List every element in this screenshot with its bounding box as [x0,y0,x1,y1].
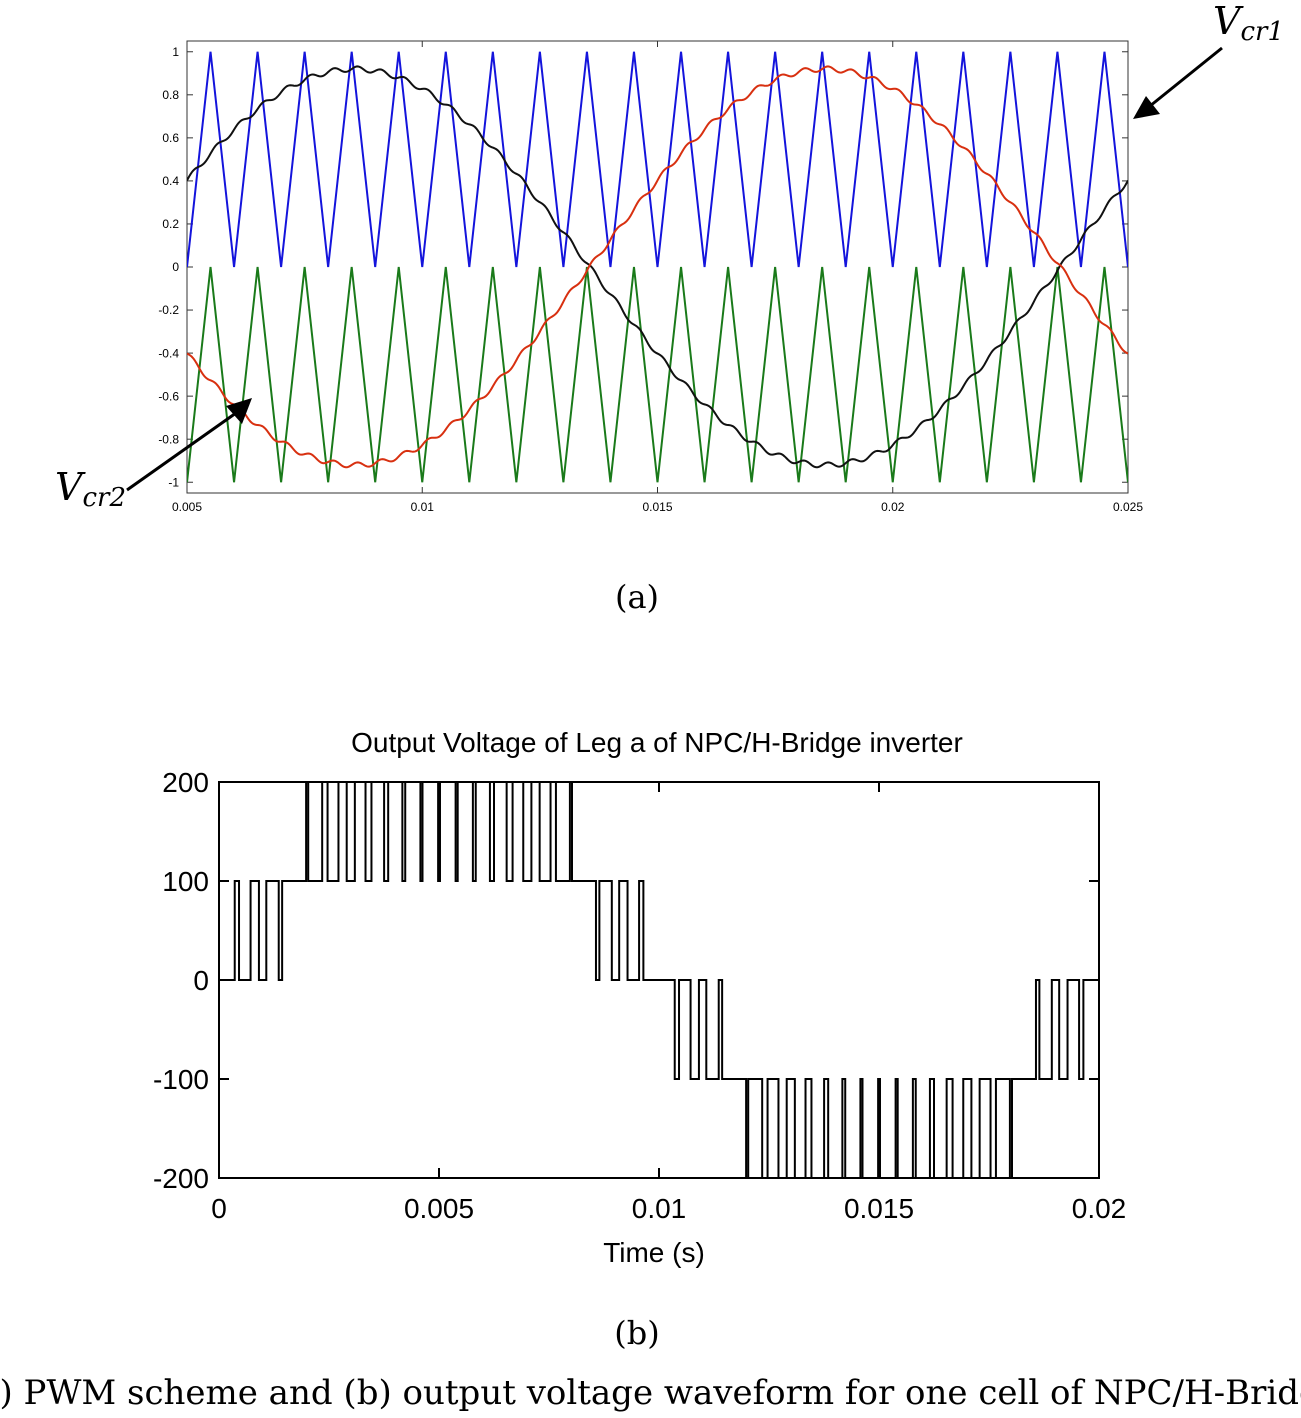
x-tick-labels-b: 0 0.005 0.01 0.015 0.02 [211,1193,1126,1224]
figure-caption: a) PWM scheme and (b) output voltage wav… [0,1373,1301,1413]
vcr2-arrow-head [226,398,252,424]
y-tick-label: 0 [193,965,209,996]
x-tick-label: 0.025 [1113,500,1143,514]
y-tick-label: 0.8 [162,88,179,102]
y-tick-labels-a: 1 0.8 0.6 0.4 0.2 0 -0.2 -0.4 -0.6 -0.8 -1 [158,45,179,489]
chart-b-title: Output Voltage of Leg a of NPC/H-Bridge … [351,727,963,758]
axis-ticks-a [186,41,1129,493]
y-tick-label: 0 [172,260,179,274]
x-tick-label: 0.02 [1072,1193,1127,1224]
chart-pwm-scheme: 0.005 0.01 0.015 0.02 0.025 1 0.8 0.6 0.4 0.2 0 -0… [158,40,1143,514]
y-tick-label: -1 [168,475,179,489]
y-tick-labels-b: 200 100 0 -100 -200 [153,767,209,1194]
chart-output-voltage: Output Voltage of Leg a of NPC/H-Bridge … [153,727,1126,1268]
series-line [187,65,1128,469]
y-tick-label: 100 [162,866,209,897]
vcr1-label: Vcr1 [1213,0,1284,47]
annotation-vcr2: Vcr2 [55,398,252,513]
series-layer-b [219,782,1099,1178]
vcr2-arrow-line [126,411,237,492]
vcr1-arrow-line [1149,46,1223,108]
x-tick-label: 0 [211,1193,227,1224]
y-tick-label: -0.4 [158,346,179,360]
y-tick-label: -0.6 [158,389,179,403]
y-tick-label: 1 [172,45,179,59]
y-tick-label: -0.2 [158,303,179,317]
panel-b-label: (b) [614,1314,659,1352]
chart-b-xlabel: Time (s) [603,1237,705,1268]
x-tick-label: 0.01 [632,1193,687,1224]
y-tick-label: 0.6 [162,131,179,145]
y-tick-label: 200 [162,767,209,798]
x-tick-label: 0.02 [881,500,905,514]
series-line [187,65,1128,469]
x-tick-label: 0.01 [411,500,435,514]
x-tick-label: 0.005 [172,500,202,514]
x-tick-labels-a: 0.005 0.01 0.015 0.02 0.025 [172,500,1143,514]
x-tick-label: 0.005 [404,1193,474,1224]
series-line [219,782,1099,1178]
series-layer-a [187,51,1128,483]
vcr1-arrow-head [1133,96,1160,119]
x-tick-label: 0.015 [642,500,672,514]
series-line [187,51,1128,268]
panel-a-label: (a) [615,578,659,616]
y-tick-label: 0.4 [162,174,179,188]
y-tick-label: 0.2 [162,217,179,231]
x-tick-label: 0.015 [844,1193,914,1224]
vcr2-label: Vcr2 [55,465,126,513]
annotation-vcr1: Vcr1 [1133,0,1284,119]
series-line [187,266,1128,483]
y-tick-label: -200 [153,1163,209,1194]
y-tick-label: -100 [153,1064,209,1095]
y-tick-label: -0.8 [158,432,179,446]
